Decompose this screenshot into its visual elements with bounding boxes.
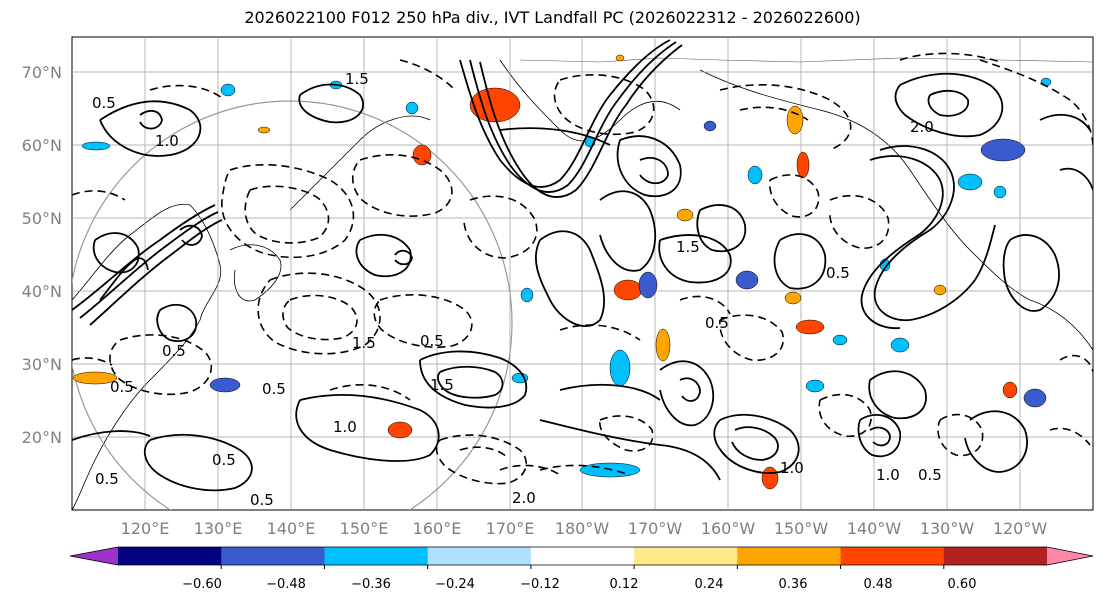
lon-label: 130°W bbox=[920, 519, 975, 538]
contour-label: 0.5 bbox=[95, 470, 119, 488]
highlight-circle bbox=[72, 100, 513, 510]
lon-label: 170°E bbox=[486, 519, 535, 538]
contour-label: 1.0 bbox=[876, 466, 900, 484]
contour-label: 1.5 bbox=[430, 376, 454, 394]
contour-label: 0.5 bbox=[110, 378, 134, 396]
colorbar-tick-label: −0.12 bbox=[520, 577, 560, 592]
lon-label: 150°W bbox=[774, 519, 829, 538]
contour-label: 0.5 bbox=[250, 491, 274, 509]
colorbar-outline bbox=[69, 546, 1094, 566]
lat-label: 50°N bbox=[22, 209, 62, 228]
lon-label: 180°W bbox=[555, 519, 610, 538]
ivt-solid-contours bbox=[72, 39, 1093, 492]
lat-label: 60°N bbox=[22, 136, 62, 155]
colorbar-tick-label: 0.48 bbox=[864, 577, 893, 592]
colorbar-tick-label: 0.60 bbox=[948, 577, 977, 592]
divergence-fills bbox=[72, 54, 1052, 490]
contour-label: 1.0 bbox=[155, 132, 179, 150]
colorbar-tick-label: 0.12 bbox=[610, 577, 639, 592]
lon-label: 160°E bbox=[413, 519, 462, 538]
lat-label: 70°N bbox=[22, 63, 62, 82]
latitude-labels: 70°N 60°N 50°N 40°N 30°N 20°N bbox=[22, 63, 62, 447]
colorbar-segment bbox=[943, 547, 1048, 565]
contour-label: 0.5 bbox=[262, 380, 286, 398]
lat-label: 20°N bbox=[22, 428, 62, 447]
colorbar-segment bbox=[840, 547, 945, 565]
lon-label: 170°W bbox=[628, 519, 683, 538]
lon-label: 140°E bbox=[267, 519, 316, 538]
colorbar-tick-label: −0.48 bbox=[266, 577, 306, 592]
contour-label: 1.5 bbox=[352, 334, 376, 352]
contour-label: 2.0 bbox=[910, 118, 934, 136]
colorbar-segment bbox=[530, 547, 635, 565]
contour-label: 0.5 bbox=[826, 264, 850, 282]
map-title: 2026022100 F012 250 hPa div., IVT Landfa… bbox=[244, 8, 861, 27]
contour-label: 2.0 bbox=[512, 489, 536, 507]
longitude-labels: 120°E 130°E 140°E 150°E 160°E 170°E 180°… bbox=[121, 519, 1048, 538]
colorbar-segment bbox=[221, 547, 325, 565]
colorbar bbox=[69, 546, 1094, 569]
ivt-dashed-contours bbox=[72, 52, 1093, 485]
colorbar-tick-label: −0.24 bbox=[435, 577, 475, 592]
colorbar-tick-label: 0.24 bbox=[695, 577, 724, 592]
contour-label: 1.5 bbox=[345, 70, 369, 88]
colorbar-segment bbox=[324, 547, 429, 565]
colorbar-segment bbox=[427, 547, 532, 565]
lon-label: 140°W bbox=[847, 519, 902, 538]
lon-label: 160°W bbox=[701, 519, 756, 538]
contour-label: 0.5 bbox=[92, 94, 116, 112]
colorbar-tick-label: −0.36 bbox=[351, 577, 391, 592]
colorbar-segment bbox=[118, 547, 222, 565]
colorbar-tick-label: −0.60 bbox=[182, 577, 222, 592]
colorbar-tick-label: 0.36 bbox=[779, 577, 808, 592]
colorbar-ticks: −0.60 −0.48 −0.36 −0.24 −0.12 0.12 0.24 … bbox=[182, 577, 976, 592]
contour-label: 1.0 bbox=[333, 418, 357, 436]
contour-label: 0.5 bbox=[212, 451, 236, 469]
lat-label: 30°N bbox=[22, 355, 62, 374]
contour-label: 1.5 bbox=[676, 238, 700, 256]
colorbar-extend-low bbox=[70, 547, 118, 565]
contour-label: 0.5 bbox=[918, 466, 942, 484]
coastlines bbox=[72, 57, 1093, 510]
contour-label: 0.5 bbox=[705, 314, 729, 332]
contour-label: 1.0 bbox=[780, 459, 804, 477]
lon-label: 120°W bbox=[993, 519, 1048, 538]
lon-label: 120°E bbox=[121, 519, 170, 538]
colorbar-segment bbox=[737, 547, 842, 565]
lon-label: 150°E bbox=[340, 519, 389, 538]
colorbar-extend-high bbox=[1047, 547, 1093, 565]
lat-label: 40°N bbox=[22, 282, 62, 301]
contour-label: 0.5 bbox=[420, 332, 444, 350]
lon-label: 130°E bbox=[194, 519, 243, 538]
contour-labels: 1.5 0.5 1.0 2.0 0.5 1.5 0.5 1.0 0.5 0.5 … bbox=[92, 70, 942, 509]
contour-label: 0.5 bbox=[162, 342, 186, 360]
colorbar-segment bbox=[634, 547, 738, 565]
